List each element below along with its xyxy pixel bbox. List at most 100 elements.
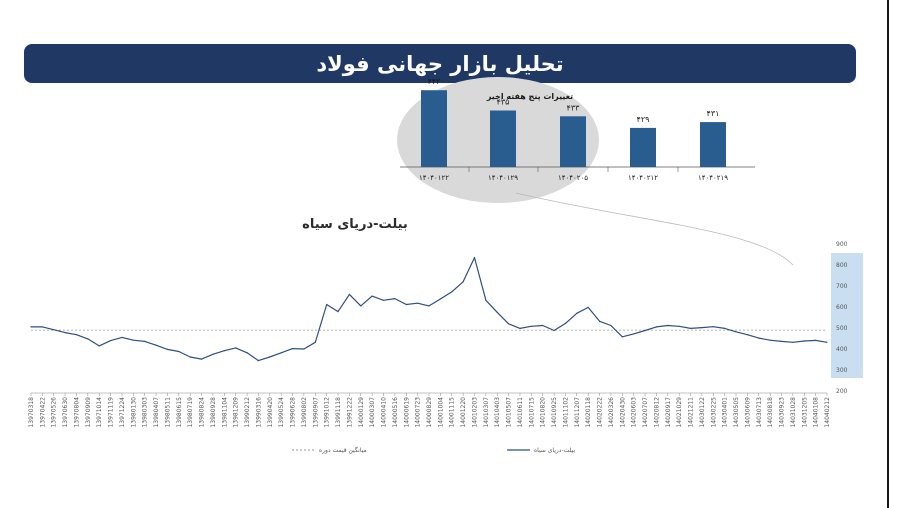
x-tick-label: 13980615 [176, 397, 183, 428]
y-tick-label: 300 [836, 367, 848, 374]
x-tick-label: 13990524 [278, 397, 285, 428]
chart-title: بیلت-دریای سیاه [302, 217, 408, 232]
data-point [201, 358, 203, 360]
x-tick-label: 14000410 [381, 397, 388, 428]
title-banner: تحلیل بازار جهانی فولاد [24, 44, 856, 83]
data-point [257, 360, 259, 362]
data-point [678, 325, 680, 327]
data-point [633, 333, 635, 335]
inset-category-label: ۱۴۰۴۰۲۱۲ [628, 174, 658, 182]
data-point [815, 339, 817, 341]
x-tick-label: 14031028 [790, 397, 797, 428]
x-tick-label: 14001115 [449, 397, 456, 428]
x-tick-label: 13990212 [244, 397, 251, 428]
data-point [371, 295, 373, 297]
data-point [178, 350, 180, 353]
x-tick-label: 14031205 [801, 397, 808, 428]
x-tick-label: 13980303 [142, 397, 149, 428]
x-tick-label: 14010715 [528, 397, 535, 428]
data-point [780, 340, 783, 342]
x-tick-label: 14030713 [756, 397, 763, 428]
data-point [98, 345, 100, 347]
data-point [64, 332, 66, 334]
data-point [87, 338, 89, 340]
x-tick-label: 14020812 [653, 397, 660, 428]
inset-bar [630, 127, 656, 167]
x-tick-label: 14020326 [608, 397, 615, 428]
x-tick-label: 14020430 [619, 397, 626, 428]
x-tick-label: 13970630 [62, 397, 69, 428]
x-tick-label: 13971119 [108, 397, 115, 428]
data-point [530, 325, 532, 327]
x-tick-label: 14000307 [369, 397, 376, 428]
data-point [485, 299, 487, 301]
x-tick-label: 14010203 [471, 397, 478, 428]
data-point [246, 352, 248, 354]
inset-bar-value: ۴۲۹ [637, 115, 650, 124]
y-tick-label: 900 [836, 241, 848, 248]
x-tick-label: 13990420 [267, 397, 274, 428]
data-point [587, 306, 589, 308]
x-tick-label: 13981209 [233, 397, 240, 428]
data-point [144, 340, 146, 342]
x-tick-label: 14010403 [494, 397, 501, 428]
inset-bar [490, 110, 516, 167]
x-tick-label: 14000129 [358, 397, 365, 428]
data-point [769, 339, 771, 341]
x-tick-label: 13971014 [96, 397, 103, 428]
inset-bar-value: ۴۳۱ [707, 109, 720, 118]
data-point [291, 348, 294, 350]
data-point [132, 339, 134, 341]
data-point [314, 341, 316, 343]
data-point [280, 352, 282, 354]
x-tick-label: 13970909 [85, 397, 92, 428]
y-tick-label: 500 [836, 325, 848, 332]
data-point [621, 336, 623, 338]
data-point [382, 299, 385, 301]
data-point [75, 334, 78, 336]
data-point [462, 281, 464, 283]
data-point [337, 311, 339, 313]
data-point [758, 337, 760, 339]
inset-bar-value: ۴۳۳ [567, 103, 581, 112]
x-tick-label: 13970526 [51, 397, 58, 428]
x-tick-label: 14000723 [415, 397, 422, 428]
data-point [166, 348, 169, 350]
series-line [31, 257, 828, 362]
data-point [269, 356, 271, 358]
x-tick-label: 14030225 [710, 397, 717, 428]
data-point [110, 340, 112, 342]
inset-title: تغییرات پنج هفته اخیر [486, 92, 573, 101]
x-tick-label: 14011207 [574, 397, 581, 428]
x-tick-label: 14030505 [733, 397, 740, 428]
data-point [155, 344, 157, 346]
x-tick-label: 13990907 [312, 397, 319, 428]
x-tick-label: 14001220 [460, 397, 467, 428]
x-tick-label: 13981104 [221, 397, 228, 428]
inset-category-label: ۱۴۰۴۰۱۲۲ [419, 174, 449, 182]
data-point [41, 326, 44, 328]
inset-bar-value: ۴۳۵ [497, 98, 510, 107]
inset-bar-value: ۴۴۲ [428, 77, 441, 86]
data-point [121, 336, 123, 338]
x-tick-label: 13980928 [210, 397, 217, 428]
data-point [553, 329, 555, 332]
x-tick-label: 14010820 [540, 397, 547, 428]
data-point [826, 341, 828, 343]
data-point [519, 327, 521, 329]
data-point [53, 329, 55, 331]
x-tick-label: 13991222 [346, 397, 353, 428]
x-tick-label: 13980824 [199, 397, 206, 428]
data-point [405, 303, 407, 306]
x-tick-label: 14030401 [722, 397, 729, 428]
x-tick-label: 14010611 [517, 397, 524, 428]
data-point [803, 340, 805, 342]
x-tick-label: 14001004 [437, 397, 444, 428]
data-point [348, 293, 350, 295]
inset-category-label: ۱۴۰۴۰۲۱۹ [698, 174, 728, 182]
x-tick-label: 14020707 [642, 397, 649, 428]
data-point [394, 298, 396, 300]
x-tick-label: 14030122 [699, 397, 706, 428]
x-tick-label: 14020603 [631, 397, 638, 428]
y-tick-label: 400 [836, 346, 848, 353]
